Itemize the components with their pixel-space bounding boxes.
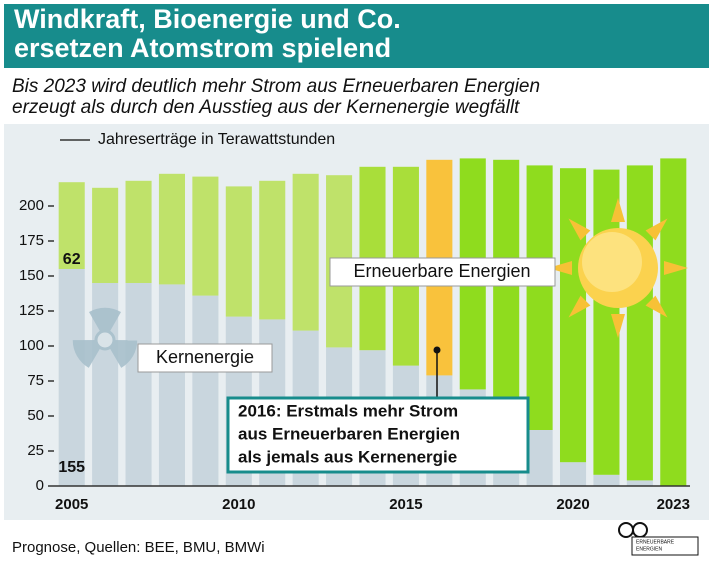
source: Prognose, Quellen: BEE, BMU, BMWi (12, 539, 265, 556)
y-tick-label: 50 (27, 407, 44, 424)
bar-segment (59, 269, 85, 486)
bar-segment (159, 284, 185, 486)
bar-segment (627, 165, 653, 480)
bar-segment (660, 158, 686, 486)
bar-segment (560, 168, 586, 462)
bar-segment (126, 283, 152, 486)
subtitle: erzeugt als durch den Ausstieg aus der K… (12, 97, 520, 118)
annotation: 2016: Erstmals mehr Strom (238, 401, 458, 420)
annotation: aus Erneuerbaren Energien (238, 424, 460, 443)
legend-label: Erneuerbare Energien (353, 261, 530, 281)
x-tick-label: 2023 (657, 496, 690, 513)
bar-segment (527, 165, 553, 430)
bar-segment (560, 462, 586, 486)
bar-segment (192, 296, 218, 486)
subtitle: Bis 2023 wird deutlich mehr Strom aus Er… (12, 76, 540, 97)
y-tick-label: 200 (19, 197, 44, 214)
x-tick-label: 2005 (55, 496, 88, 513)
y-tick-label: 150 (19, 267, 44, 284)
data-label: 155 (58, 459, 85, 476)
x-tick-label: 2015 (389, 496, 422, 513)
bar-segment (192, 177, 218, 296)
y-tick-label: 125 (19, 302, 44, 319)
data-label: 62 (63, 251, 81, 268)
x-tick-label: 2020 (556, 496, 589, 513)
bar-segment (92, 188, 118, 283)
bar-segment (159, 174, 185, 285)
legend-label: Kernenergie (156, 347, 254, 367)
logo-text: ERNEUERBARE (636, 539, 675, 545)
chart-title: Windkraft, Bioenergie und Co. (14, 4, 401, 34)
chart: Windkraft, Bioenergie und Co. ersetzen A… (0, 0, 713, 565)
sun-icon (548, 198, 688, 338)
bar-segment (126, 181, 152, 283)
y-tick-label: 175 (19, 232, 44, 249)
y-tick-label: 25 (27, 442, 44, 459)
logo-text: ENERGIEN (636, 546, 663, 552)
chart-title: ersetzen Atomstrom spielend (14, 33, 391, 63)
y-axis-label: Jahreserträge in Terawattstunden (98, 131, 335, 148)
bar-segment (627, 480, 653, 486)
y-tick-label: 75 (27, 372, 44, 389)
y-tick-label: 100 (19, 337, 44, 354)
bar-segment (527, 430, 553, 486)
annotation-dot (434, 347, 441, 354)
x-tick-label: 2010 (222, 496, 255, 513)
bar-segment (293, 174, 319, 331)
bar-segment (593, 475, 619, 486)
annotation: als jemals aus Kernenergie (238, 447, 457, 466)
bar-segment (259, 181, 285, 320)
bar-segment (226, 186, 252, 316)
y-tick-label: 0 (36, 477, 44, 494)
